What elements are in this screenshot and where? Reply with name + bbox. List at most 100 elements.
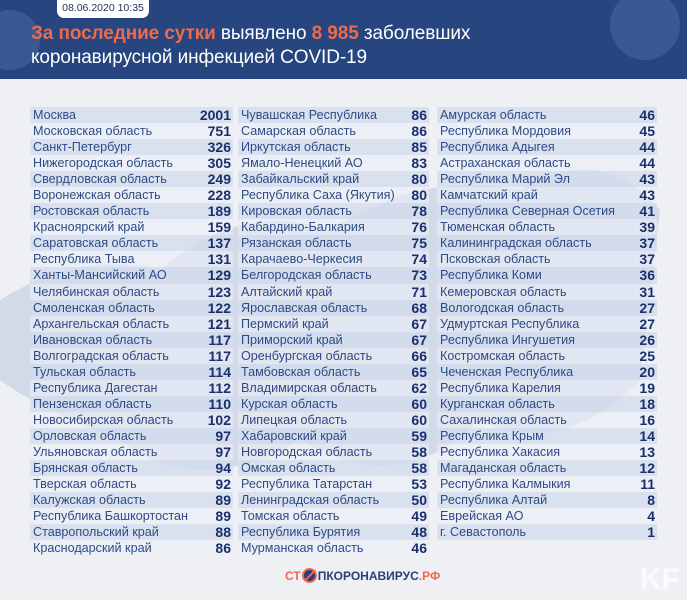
region-name: Республика Марий Эл xyxy=(440,172,570,187)
case-count: 326 xyxy=(207,139,231,156)
region-row: Ульяновская область 97 xyxy=(30,443,233,461)
region-name: Омская область xyxy=(241,461,336,476)
case-count: 59 xyxy=(411,427,427,444)
region-name: Приморский край xyxy=(241,332,343,347)
region-row: Оренбургская область 66 xyxy=(238,347,429,364)
case-count: 31 xyxy=(639,283,655,300)
region-row: Новосибирская область 102 xyxy=(30,411,233,428)
region-row: Республика Тыва 131 xyxy=(30,251,233,268)
region-name: Новгородская область xyxy=(241,445,373,459)
case-count: 36 xyxy=(639,267,655,284)
region-column-2: Чувашская Республика 86 Самарская область 8… xyxy=(238,107,429,557)
header-banner: 08.06.2020 10:35 За последние сутки выяв… xyxy=(0,0,687,79)
case-count: 20 xyxy=(639,363,655,380)
case-count: 60 xyxy=(411,395,427,412)
case-count: 8 xyxy=(647,492,655,509)
region-name: Республика Башкортостан xyxy=(33,509,188,524)
region-row: Иркутская область 85 xyxy=(238,139,429,156)
case-count: 27 xyxy=(639,299,655,316)
region-name: Республика Тыва xyxy=(33,252,135,267)
case-count: 102 xyxy=(207,411,231,428)
region-row: Республика Бурятия 48 xyxy=(238,524,429,541)
region-name: Белгородская область xyxy=(241,268,372,283)
region-name: Астраханская область xyxy=(440,156,571,171)
case-count: 78 xyxy=(411,203,427,220)
region-name: Калужская область xyxy=(33,493,146,508)
region-row: Новгородская область 58 xyxy=(238,443,429,461)
case-count: 71 xyxy=(411,283,427,300)
region-row: Воронежская область 228 xyxy=(30,187,233,204)
region-row: Алтайский край 71 xyxy=(238,283,429,300)
region-name: Ярославская область xyxy=(241,300,368,315)
region-row: Тюменская область 39 xyxy=(437,219,657,236)
case-count: 85 xyxy=(411,139,427,156)
case-count: 1 xyxy=(647,524,655,541)
region-name: Мурманская область xyxy=(241,541,364,556)
case-count: 27 xyxy=(639,315,655,332)
region-name: Республика Коми xyxy=(440,268,542,283)
case-count: 123 xyxy=(207,283,231,300)
region-name: Смоленская область xyxy=(33,300,155,315)
region-row: Республика Хакасия 13 xyxy=(437,443,657,461)
case-count: 43 xyxy=(639,171,655,188)
case-count: 305 xyxy=(207,155,231,172)
region-name: Кировская область xyxy=(241,204,352,219)
case-count: 43 xyxy=(639,187,655,204)
page-title: За последние сутки выявлено 8 985 заболе… xyxy=(31,23,471,68)
case-count: 26 xyxy=(639,331,655,348)
stop-virus-icon xyxy=(301,568,317,583)
region-name: Пензенская область xyxy=(33,396,152,411)
region-name: Архангельская область xyxy=(33,316,170,331)
region-name: Курская область xyxy=(241,396,338,411)
region-row: Ханты-Мансийский АО 129 xyxy=(30,267,233,284)
case-count: 228 xyxy=(207,187,231,204)
region-row: Приморский край 67 xyxy=(238,331,429,348)
region-row: Смоленская область 122 xyxy=(30,299,233,316)
region-row: Московская область 751 xyxy=(30,123,233,140)
region-name: Тверская область xyxy=(33,477,137,492)
region-row: Республика Коми 36 xyxy=(437,267,657,284)
region-row: Омская область 58 xyxy=(238,460,429,477)
case-count: 68 xyxy=(411,299,427,316)
case-count: 189 xyxy=(207,203,231,220)
region-row: Волгоградская область 117 xyxy=(30,347,233,364)
case-count: 97 xyxy=(215,444,231,460)
region-row: Тульская область 114 xyxy=(30,363,233,380)
region-name: Новосибирская область xyxy=(33,412,174,427)
region-row: Республика Башкортостан 89 xyxy=(30,508,233,525)
region-row: Амурская область 46 xyxy=(437,107,657,124)
case-count: 80 xyxy=(411,187,427,204)
case-count: 66 xyxy=(411,347,427,364)
region-name: Москва xyxy=(33,108,76,123)
case-count: 37 xyxy=(639,251,655,268)
region-name: Республика Саха (Якутия) xyxy=(241,188,395,203)
region-row: Курганская область 18 xyxy=(437,395,657,412)
kf-watermark: KF xyxy=(640,563,680,596)
region-row: Пензенская область 110 xyxy=(30,395,233,412)
region-row: Республика Карелия 19 xyxy=(437,379,657,396)
case-count: 44 xyxy=(639,139,655,156)
region-name: Республика Хакасия xyxy=(440,445,561,459)
region-name: Ульяновская область xyxy=(33,445,158,459)
case-count: 60 xyxy=(411,411,427,428)
case-count: 112 xyxy=(208,379,231,396)
region-row: Тверская область 92 xyxy=(30,476,233,493)
case-count: 129 xyxy=(207,267,231,284)
case-count: 41 xyxy=(639,203,655,220)
case-count: 74 xyxy=(411,251,427,268)
region-name: Республика Алтай xyxy=(440,493,548,508)
case-count: 11 xyxy=(640,476,655,493)
region-name: Сахалинская область xyxy=(440,412,567,427)
case-count: 86 xyxy=(411,123,427,140)
region-row: Ленинградская область 50 xyxy=(238,492,429,509)
region-row: Республика Северная Осетия 41 xyxy=(437,203,657,220)
region-name: Самарская область xyxy=(241,124,356,139)
case-count: 751 xyxy=(207,123,231,140)
region-name: Республика Дагестан xyxy=(33,380,158,395)
region-name: Краснодарский край xyxy=(33,541,152,556)
region-row: Пермский край 67 xyxy=(238,315,429,332)
region-name: Ямало-Ненецкий АО xyxy=(241,156,363,171)
region-row: Ямало-Ненецкий АО 83 xyxy=(238,155,429,172)
case-count: 117 xyxy=(208,331,231,348)
region-name: Оренбургская область xyxy=(241,348,373,363)
